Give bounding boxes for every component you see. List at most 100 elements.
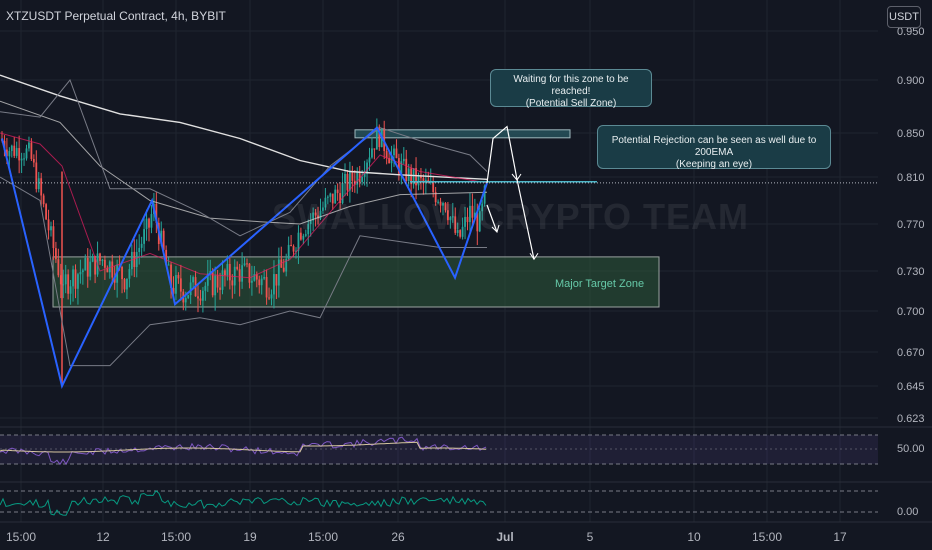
candle-body [371, 148, 373, 158]
candle-body [224, 270, 226, 276]
candle-body [476, 212, 479, 232]
candle-body [282, 267, 285, 272]
time-axis: 15:00 12 15:00 19 15:00 26 Jul 5 10 15:00 17 [6, 530, 847, 544]
candle-body [211, 271, 214, 296]
price-tick-label: 0.810 [897, 172, 925, 184]
candle-body [25, 148, 28, 159]
candle-body [160, 230, 163, 245]
candle-body [32, 158, 35, 163]
candle-body [415, 168, 417, 186]
candle-body [295, 250, 297, 252]
candle-body [197, 296, 199, 299]
candle-body [339, 193, 341, 204]
candle-body [307, 224, 310, 235]
candle-body [135, 252, 138, 268]
rsi-tick-label: 50.00 [897, 443, 925, 455]
candle-body [344, 173, 346, 184]
sell-zone-box [354, 129, 571, 139]
candle-body [86, 258, 89, 277]
candle-body [84, 258, 87, 271]
ema-100-line [0, 100, 488, 225]
candle-body [483, 185, 486, 204]
candle-body [74, 269, 77, 289]
candle-body [287, 244, 290, 259]
time-tick-label: 5 [587, 530, 594, 544]
currency-button[interactable]: USDT [887, 6, 921, 28]
candle-body [145, 218, 148, 230]
candle-body [59, 275, 62, 285]
candle-body [18, 148, 21, 161]
time-tick-label: 10 [687, 530, 701, 544]
candle-body [356, 171, 359, 185]
candle-body [165, 249, 168, 265]
candle-body [363, 173, 366, 177]
candle-body [150, 214, 153, 228]
time-tick-label: 15:00 [752, 530, 782, 544]
projection-arrowhead [529, 252, 539, 261]
candle-body [319, 210, 322, 219]
candle-body [6, 149, 8, 157]
candle-body [469, 205, 471, 223]
candle-body [454, 216, 457, 233]
candle-body [167, 264, 170, 266]
candle-body [123, 279, 126, 290]
candle-body [40, 178, 43, 196]
candle-body [189, 282, 192, 296]
time-tick-label: 15:00 [6, 530, 36, 544]
candle-body [113, 277, 116, 283]
sell-zone-note: Waiting for this zone to be reached! (Po… [490, 69, 652, 109]
candle-body [204, 285, 207, 291]
candle-body [422, 178, 425, 184]
candle-body [143, 229, 145, 244]
candle-body [15, 148, 18, 156]
harmonic-pattern [1, 126, 488, 389]
candle-body [481, 203, 484, 212]
candle-body [329, 193, 332, 197]
candle-body [358, 171, 361, 182]
candle-body [243, 263, 246, 266]
rejection-note-line-1: Potential Rejection can be seen as well … [611, 135, 817, 158]
candle-body [331, 193, 334, 204]
candle-body [447, 210, 449, 221]
price-axis: 0.950 0.900 0.850 0.810 0.770 0.730 0.700 0.670… [897, 26, 925, 425]
candle-body [99, 253, 101, 261]
candle-body [378, 126, 381, 148]
candle-body [251, 280, 253, 283]
candle-body [202, 290, 204, 301]
candle-body [184, 298, 187, 303]
candle-body [314, 212, 317, 216]
candle-body [473, 212, 476, 218]
candle-body [456, 230, 459, 233]
candle-body [128, 269, 131, 279]
chart-title: XTZUSDT Perpetual Contract, 4h, BYBIT [6, 9, 226, 23]
candle-body [451, 216, 454, 218]
candle-body [405, 158, 408, 181]
time-tick-label: 15:00 [308, 530, 338, 544]
candle-body [8, 150, 11, 157]
candle-body [388, 158, 390, 164]
candle-body [55, 248, 57, 260]
candle-body [253, 274, 256, 281]
candle-body [177, 275, 180, 279]
candle-body [148, 218, 150, 228]
bollinger-lower [0, 176, 487, 367]
candle-body [241, 265, 243, 282]
candle-body [13, 145, 16, 156]
candle-body [238, 269, 241, 282]
secondary-arrowhead [491, 224, 500, 233]
candle-body [317, 215, 319, 219]
candle-body [290, 244, 292, 247]
candle-body [368, 157, 371, 163]
price-tick-label: 0.900 [897, 75, 925, 87]
candle-body [260, 278, 263, 286]
candle-body [263, 277, 266, 279]
candle-body [121, 266, 123, 280]
rejection-note-line-2: (Keeping an eye) [675, 159, 753, 170]
candle-body [37, 178, 40, 190]
candle-body [91, 255, 94, 262]
price-tick-label: 0.645 [897, 381, 925, 393]
candle-body [402, 158, 405, 162]
candle-body [437, 201, 439, 203]
candle-body [20, 158, 23, 161]
